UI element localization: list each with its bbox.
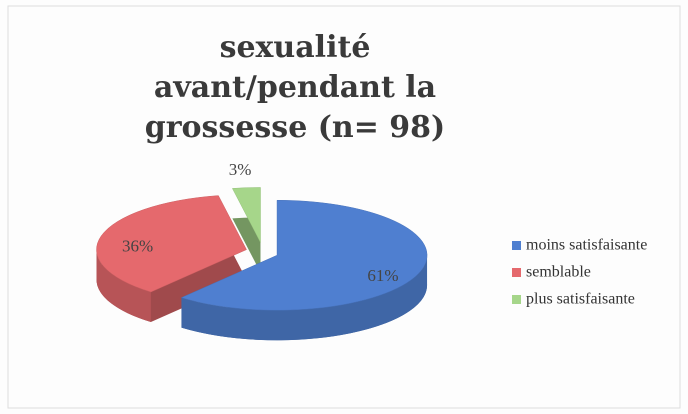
slice-side [96,249,151,322]
frame [7,5,681,409]
legend-swatch [512,268,521,277]
data-label: 36% [122,236,153,255]
data-label: 61% [367,266,398,285]
legend-label: semblable [526,264,591,281]
legend-label: moins satisfaisante [526,237,647,254]
slice-side [181,255,428,341]
legend-label: plus satisfaisante [526,291,635,308]
slice-bottom [232,217,261,273]
pie-slice [96,195,247,293]
pie-slice [231,187,261,243]
chart-title: sexualité avant/pendant la grossesse (n=… [144,30,446,145]
pie-slice [180,200,428,311]
legend-swatch [512,295,521,304]
data-label: 3% [229,160,252,179]
legend-swatch [512,241,521,250]
